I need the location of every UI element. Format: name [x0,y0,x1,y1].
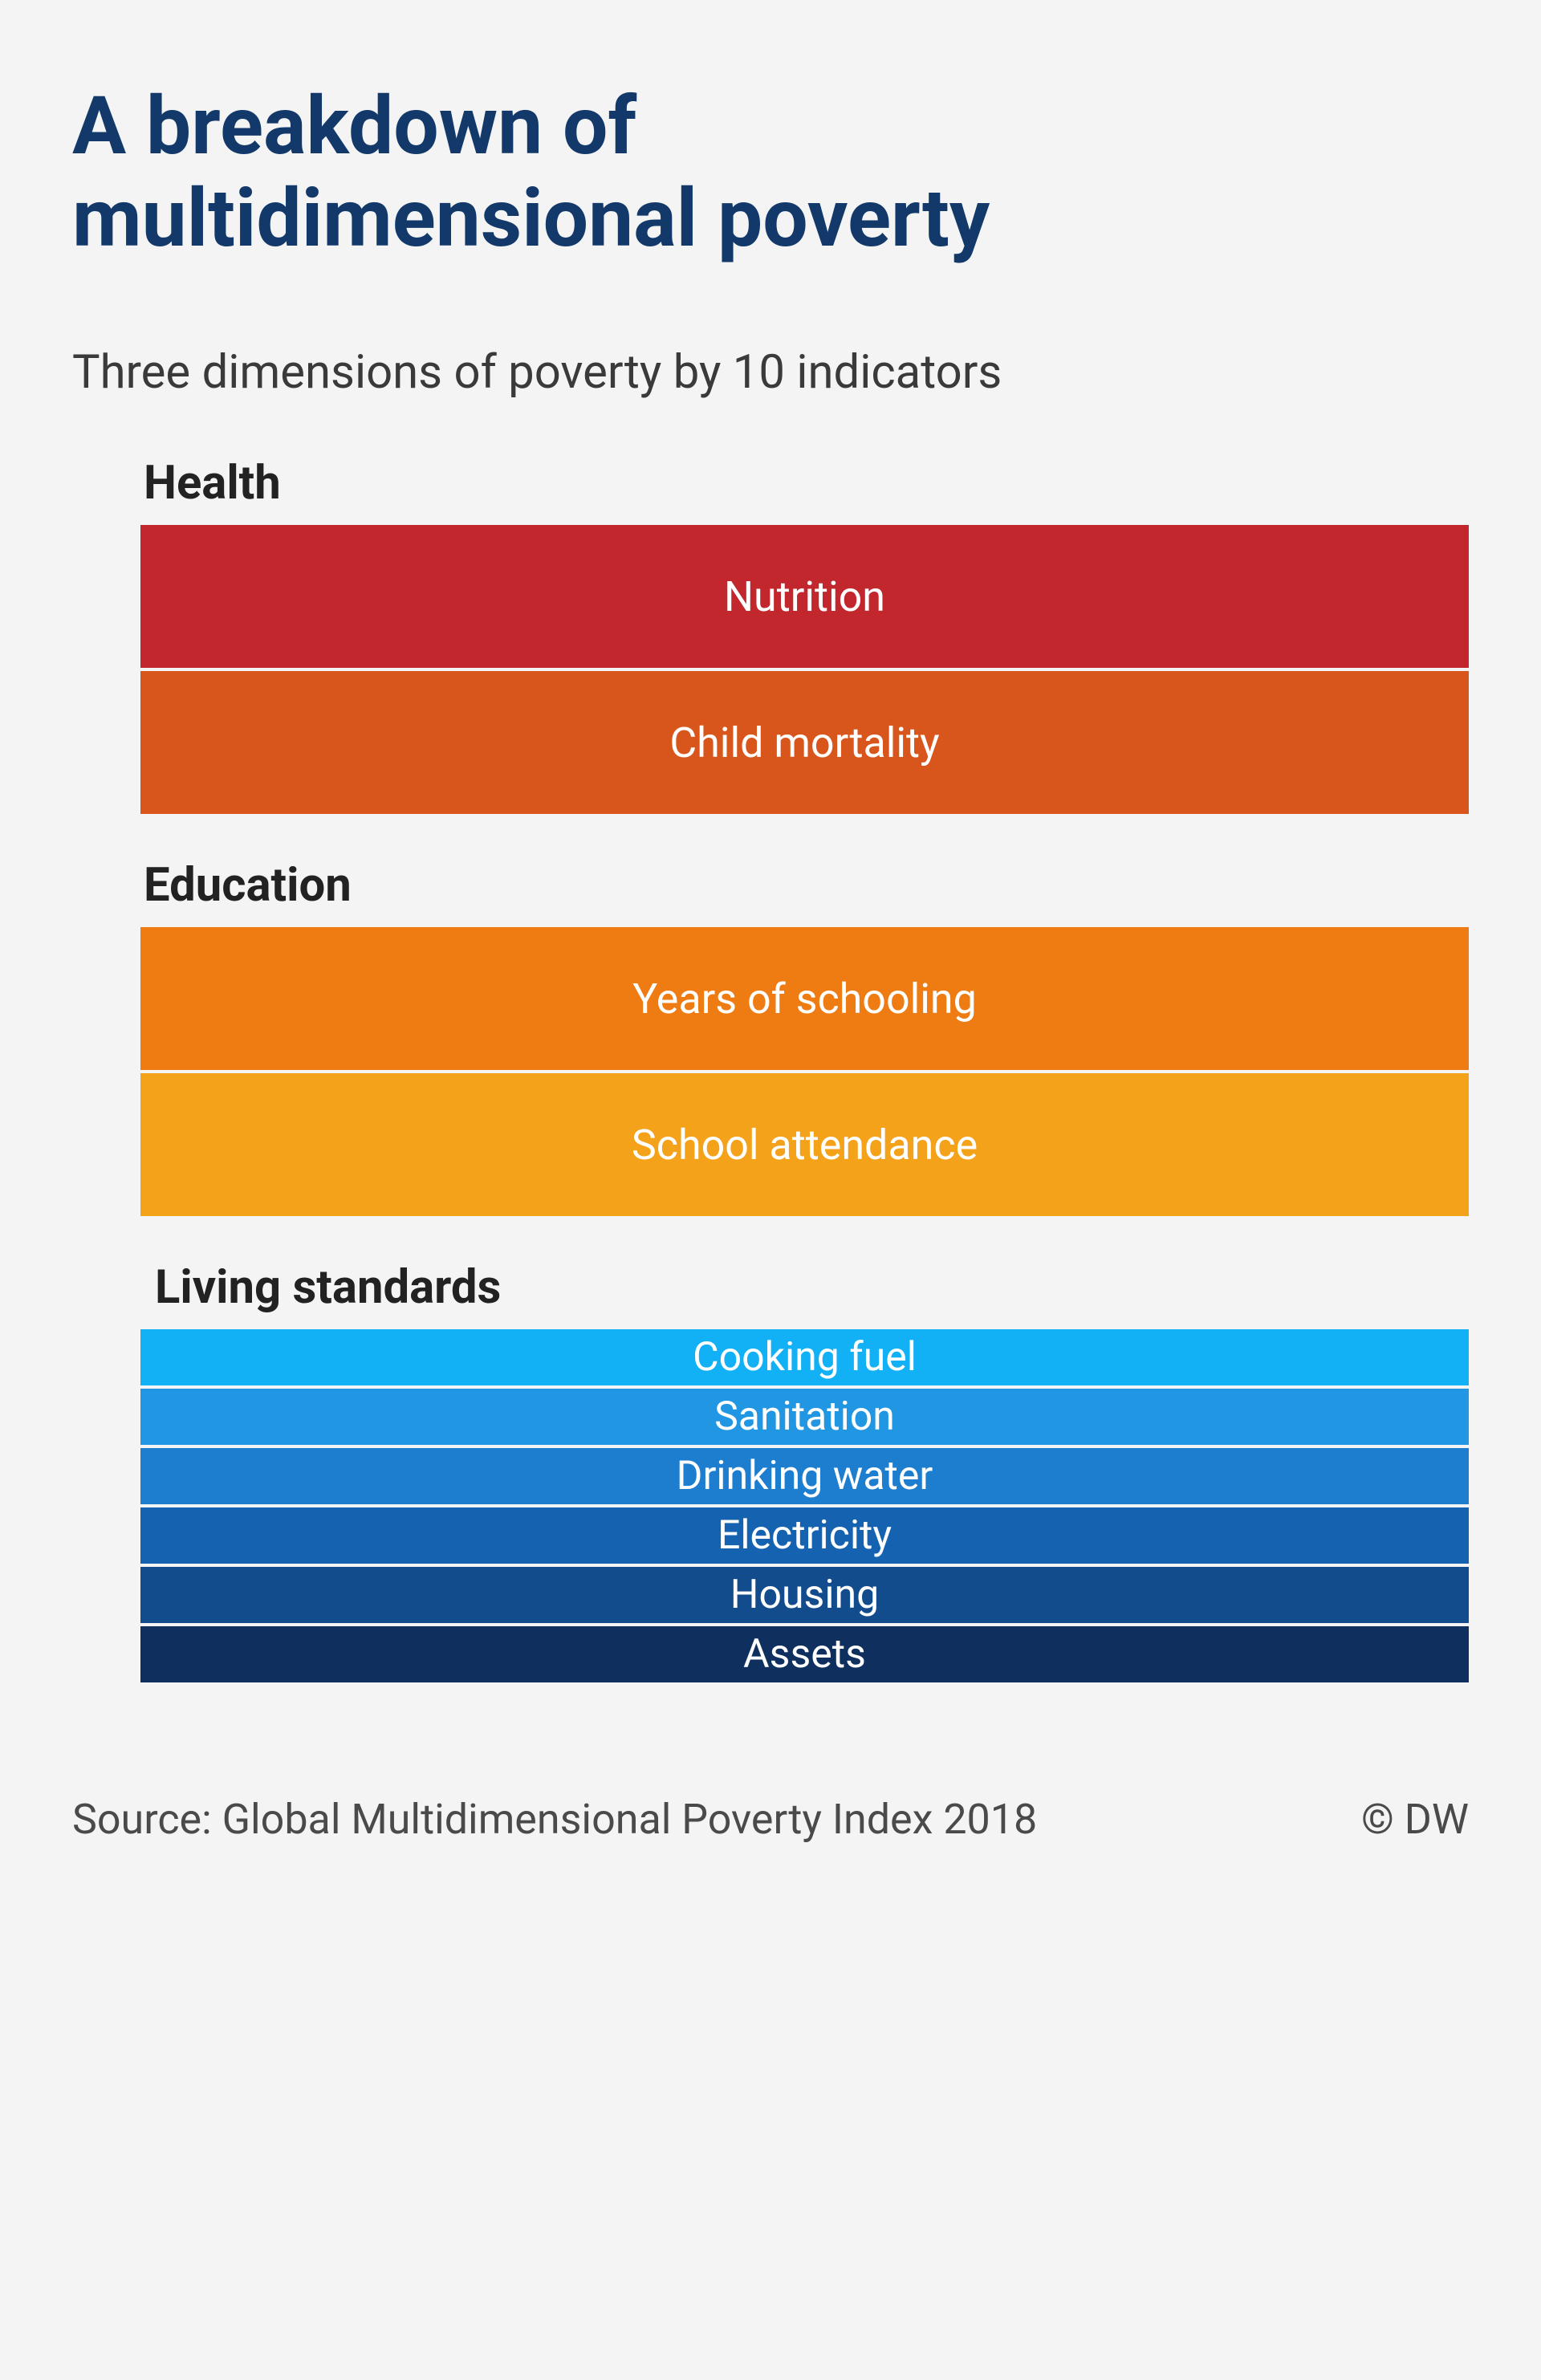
indicator-bar: Sanitation [140,1389,1469,1445]
group: Education Years of schoolingSchool attend… [140,858,1469,1216]
bars: NutritionChild mortality [140,525,1469,814]
chart-title: A breakdown of multidimensional poverty [72,80,1116,265]
indicator-bar: Child mortality [140,671,1469,814]
indicator-bar: Nutrition [140,525,1469,668]
indicator-bar: Cooking fuel [140,1329,1469,1385]
indicator-bar: Assets [140,1626,1469,1682]
group-label: Living standards [140,1260,1469,1315]
copyright-text: © DW [1361,1795,1469,1844]
indicator-bar: Housing [140,1567,1469,1623]
infographic-root: A breakdown of multidimensional poverty … [0,0,1541,1908]
bars: Cooking fuelSanitationDrinking waterElec… [140,1329,1469,1682]
indicator-bar: Years of schooling [140,927,1469,1070]
indicator-bar: School attendance [140,1073,1469,1216]
group: Health NutritionChild mortality [140,456,1469,814]
group: Living standards Cooking fuelSanitationDr… [140,1260,1469,1682]
groups-container: Health NutritionChild mortality Education Y… [72,456,1469,1682]
chart-subtitle: Three dimensions of poverty by 10 indica… [72,345,1469,400]
group-label: Health [140,456,1469,511]
bars: Years of schoolingSchool attendance [140,927,1469,1216]
footer: Source: Global Multidimensional Poverty … [72,1795,1469,1844]
group-label: Education [140,858,1469,913]
source-text: Source: Global Multidimensional Poverty … [72,1795,1037,1844]
indicator-bar: Drinking water [140,1448,1469,1504]
indicator-bar: Electricity [140,1507,1469,1564]
